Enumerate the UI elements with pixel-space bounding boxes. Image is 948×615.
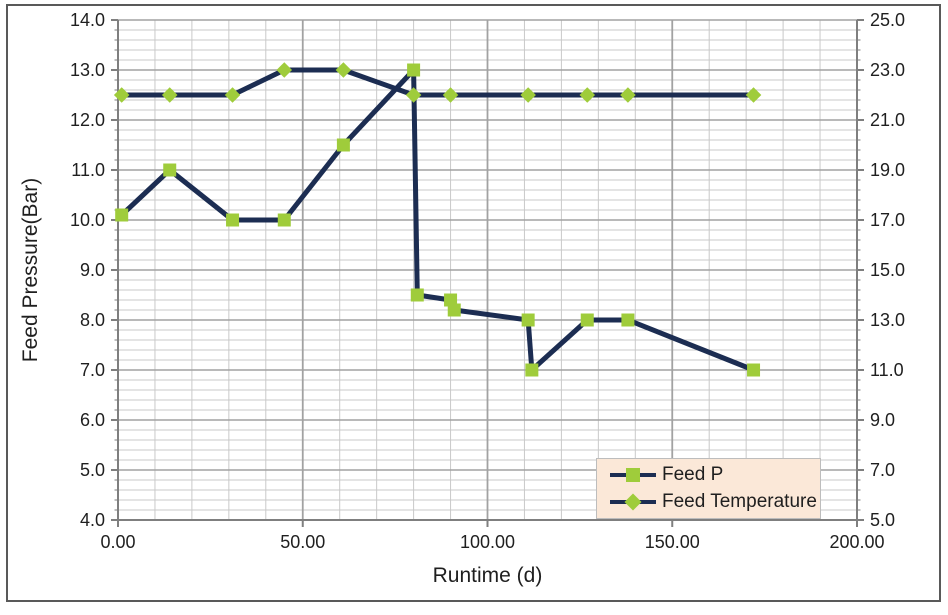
y-left-tick-label: 10.0 — [70, 210, 105, 230]
marker-square-feed-p — [747, 363, 761, 377]
diamond-marker-icon — [624, 493, 642, 511]
y-left-tick-label: 14.0 — [70, 10, 105, 30]
marker-diamond-feed-temperature — [113, 87, 130, 103]
y-left-tick-label: 4.0 — [80, 510, 105, 530]
legend-label: Feed Temperature — [662, 490, 817, 512]
marker-square-feed-p — [521, 313, 535, 327]
y-right-tick-label: 7.0 — [870, 460, 895, 480]
y-right-tick-label: 5.0 — [870, 510, 895, 530]
y-left-tick-label: 7.0 — [80, 360, 105, 380]
x-tick-label: 50.00 — [280, 532, 325, 552]
marker-diamond-feed-temperature — [335, 62, 352, 78]
x-tick-label: 150.00 — [645, 532, 700, 552]
y-left-tick-label: 8.0 — [80, 310, 105, 330]
legend-label: Feed P — [662, 464, 724, 486]
series-line-feed-temperature — [119, 67, 757, 98]
y-right-tick-label: 15.0 — [870, 260, 905, 280]
legend-item-feed-temperature: Feed Temperature — [610, 490, 820, 512]
marker-square-feed-p — [407, 63, 421, 77]
y-right-tick-label: 19.0 — [870, 160, 905, 180]
marker-square-feed-p — [525, 363, 539, 377]
marker-diamond-feed-temperature — [224, 87, 241, 103]
y-axis-title: Feed Pressure(Bar) — [19, 177, 42, 363]
marker-square-feed-p — [580, 313, 594, 327]
legend-key-feed-temperature — [610, 493, 656, 511]
marker-square-feed-p — [115, 208, 129, 222]
y-right-tick-label: 23.0 — [870, 60, 905, 80]
marker-square-feed-p — [447, 303, 461, 317]
y-right-tick-label: 11.0 — [870, 360, 904, 380]
x-tick-label: 100.00 — [460, 532, 515, 552]
y-left-tick-label: 6.0 — [80, 410, 105, 430]
marker-square-feed-p — [336, 138, 350, 152]
marker-diamond-feed-temperature — [161, 87, 178, 103]
marker-square-feed-p — [410, 288, 424, 302]
y-left-tick-label: 12.0 — [70, 110, 105, 130]
y-right-tick-label: 13.0 — [870, 310, 905, 330]
y-right-tick-label: 25.0 — [870, 10, 905, 30]
marker-square-feed-p — [621, 313, 635, 327]
legend-item-feed-p: Feed P — [610, 464, 820, 486]
y-right-tick-label: 17.0 — [870, 210, 905, 230]
marker-diamond-feed-temperature — [276, 62, 293, 78]
series-line-feed-p — [119, 67, 757, 373]
y-left-tick-label: 13.0 — [70, 60, 105, 80]
y-left-tick-label: 9.0 — [80, 260, 105, 280]
marker-square-feed-p — [226, 213, 240, 227]
x-tick-label: 0.00 — [100, 532, 135, 552]
y-left-tick-label: 5.0 — [80, 460, 105, 480]
y-right-tick-label: 21.0 — [870, 110, 905, 130]
marker-square-feed-p — [277, 213, 291, 227]
marker-square-feed-p — [444, 293, 458, 307]
x-tick-label: 200.00 — [829, 532, 884, 552]
y-left-tick-label: 11.0 — [71, 160, 105, 180]
legend-key-feed-p — [610, 467, 656, 483]
square-marker-icon — [626, 468, 640, 483]
marker-square-feed-p — [163, 163, 177, 177]
x-axis-title: Runtime (d) — [432, 564, 543, 587]
y-right-tick-label: 9.0 — [870, 410, 895, 430]
legend: Feed P Feed Temperature — [596, 458, 821, 519]
